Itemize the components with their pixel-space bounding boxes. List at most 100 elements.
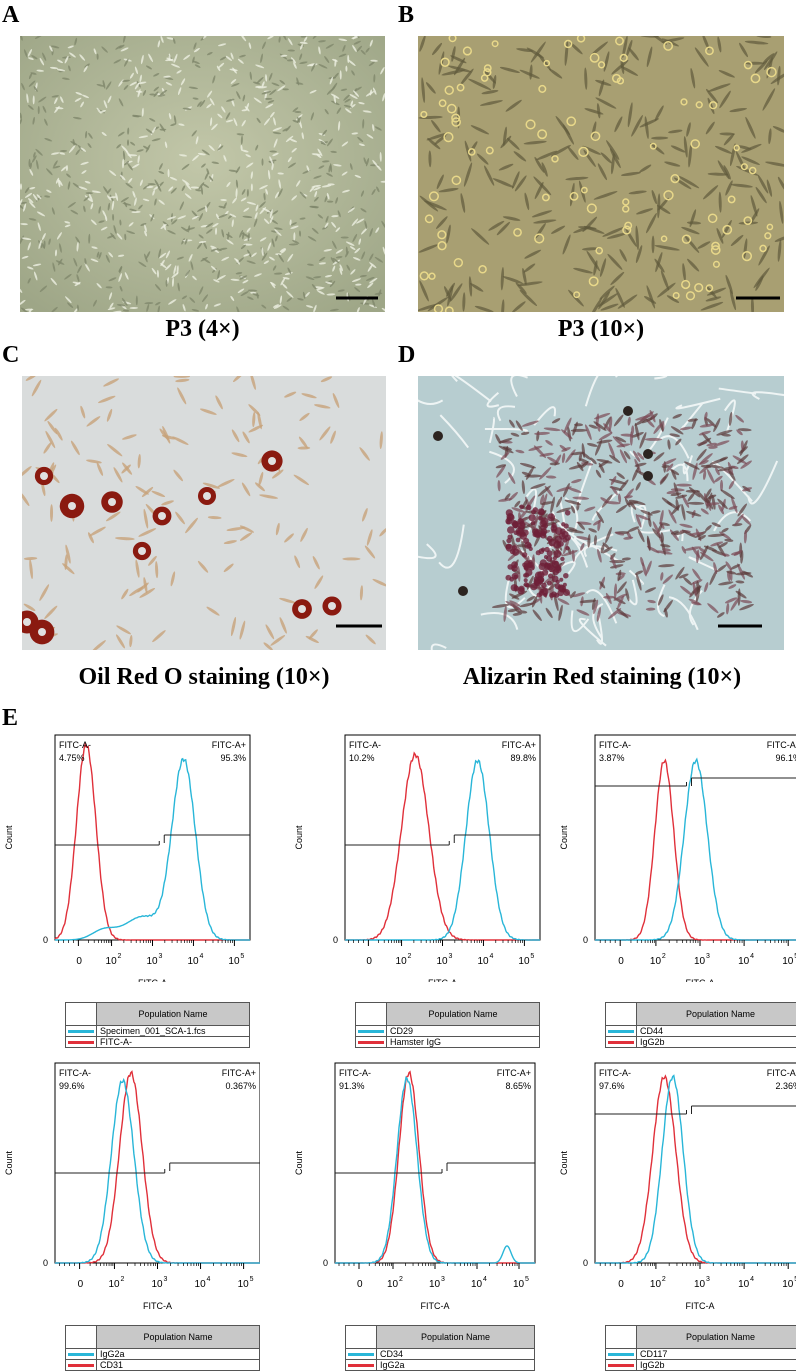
gate-negative-percent: 91.3% <box>339 1081 365 1091</box>
gate-positive-label: FITC-A+ <box>502 740 536 750</box>
gate-negative-label: FITC-A- <box>349 740 381 750</box>
x-tick-exponent: 4 <box>207 1276 211 1283</box>
x-tick-exponent: 3 <box>164 1276 168 1283</box>
caption-b: P3 (10×) <box>418 316 784 343</box>
x-tick-exponent: 3 <box>449 953 453 960</box>
legend-header: Population Name <box>97 1326 260 1349</box>
gate-negative-label: FITC-A- <box>339 1068 371 1078</box>
panel-label-a: A <box>2 2 19 29</box>
micrograph-p3-10x <box>418 36 784 312</box>
gate-negative-percent: 97.6% <box>599 1081 625 1091</box>
y-axis-label: Count <box>4 825 14 850</box>
y-axis-zero: 0 <box>43 935 48 945</box>
legend-sample-name: CD44 <box>637 1026 796 1037</box>
x-tick-label: 10 <box>106 956 118 967</box>
y-axis-zero: 0 <box>323 1258 328 1268</box>
x-tick-label: 0 <box>366 956 372 967</box>
gate-positive-percent: 8.65% <box>505 1081 531 1091</box>
x-axis-label: FITC-A <box>143 1301 172 1310</box>
gate-positive-label: FITC-A+ <box>222 1068 256 1078</box>
x-tick-label: 10 <box>782 956 794 967</box>
y-axis-label: Count <box>4 1151 14 1176</box>
x-tick-exponent: 2 <box>662 953 666 960</box>
legend-sample-name: CD34 <box>377 1349 535 1360</box>
legend-sample-name: IgG2a <box>97 1349 260 1360</box>
x-tick-label: 10 <box>429 1279 441 1290</box>
legend-header: Population Name <box>637 1326 796 1349</box>
caption-a: P3 (4×) <box>20 316 385 343</box>
legend-header: Population Name <box>97 1003 250 1026</box>
x-tick-label: 10 <box>238 1279 250 1290</box>
legend-header: Population Name <box>377 1326 535 1349</box>
legend-control-name: IgG2b <box>637 1360 796 1371</box>
gate-negative-label: FITC-A- <box>599 1068 631 1078</box>
x-tick-label: 10 <box>694 956 706 967</box>
legend-header: Population Name <box>637 1003 796 1026</box>
panel-label-d: D <box>398 342 415 369</box>
x-tick-label: 10 <box>477 956 489 967</box>
x-tick-exponent: 2 <box>662 1276 666 1283</box>
plot-frame <box>595 1063 796 1263</box>
x-tick-exponent: 4 <box>750 1276 754 1283</box>
x-tick-label: 0 <box>618 1279 624 1290</box>
x-tick-label: 10 <box>694 1279 706 1290</box>
x-tick-label: 10 <box>147 956 159 967</box>
plot-frame <box>55 735 250 940</box>
x-tick-exponent: 2 <box>408 953 412 960</box>
gate-negative-label: FITC-A- <box>59 740 91 750</box>
y-axis-label: Count <box>559 1151 569 1176</box>
x-tick-label: 10 <box>782 1279 794 1290</box>
y-axis-zero: 0 <box>583 935 588 945</box>
x-tick-exponent: 3 <box>159 953 163 960</box>
caption-d: Alizarin Red staining (10×) <box>412 664 792 691</box>
x-tick-exponent: 3 <box>441 1276 445 1283</box>
micrograph-oil-red-o <box>22 376 386 650</box>
legend-control-name: CD31 <box>97 1360 260 1371</box>
gate-positive-percent: 95.3% <box>220 753 246 763</box>
legend-control-name: IgG2a <box>377 1360 535 1371</box>
x-tick-exponent: 2 <box>399 1276 403 1283</box>
x-axis-label: FITC-A <box>138 978 167 982</box>
gate-positive-label: FITC-A+ <box>212 740 246 750</box>
x-tick-exponent: 3 <box>706 953 710 960</box>
y-axis-zero: 0 <box>43 1258 48 1268</box>
micrograph-alizarin-red <box>418 376 784 650</box>
plot-frame <box>595 735 796 940</box>
gate-positive-percent: 96.1% <box>775 753 796 763</box>
x-tick-exponent: 4 <box>483 1276 487 1283</box>
panel-label-c: C <box>2 342 19 369</box>
gate-negative-percent: 10.2% <box>349 753 375 763</box>
x-tick-exponent: 4 <box>489 953 493 960</box>
gate-negative-label: FITC-A- <box>599 740 631 750</box>
flow-histogram-6: FITC-A-97.6%FITC-A+2.36%Count00102103104… <box>555 1040 796 1315</box>
flow-histogram-3: FITC-A-3.87%FITC-A+96.1%Count00102103104… <box>555 712 796 987</box>
x-tick-label: 10 <box>513 1279 525 1290</box>
legend-sample-name: Specimen_001_SCA-1.fcs <box>97 1026 250 1037</box>
x-tick-label: 10 <box>650 1279 662 1290</box>
x-tick-label: 0 <box>76 956 82 967</box>
gate-positive-label: FITC-A+ <box>767 740 796 750</box>
x-tick-label: 10 <box>437 956 449 967</box>
x-tick-label: 10 <box>471 1279 483 1290</box>
gate-negative-percent: 4.75% <box>59 753 85 763</box>
x-tick-exponent: 4 <box>199 953 203 960</box>
gate-positive-label: FITC-A+ <box>497 1068 531 1078</box>
x-tick-label: 0 <box>357 1279 363 1290</box>
y-axis-label: Count <box>559 825 569 850</box>
y-axis-zero: 0 <box>583 1258 588 1268</box>
x-axis-label: FITC-A <box>686 1301 715 1310</box>
panel-label-b: B <box>398 2 414 29</box>
x-tick-label: 10 <box>518 956 530 967</box>
caption-c: Oil Red O staining (10×) <box>22 664 386 691</box>
plot-frame <box>345 735 540 940</box>
x-tick-exponent: 5 <box>525 1276 529 1283</box>
x-tick-label: 10 <box>108 1279 120 1290</box>
gate-positive-label: FITC-A+ <box>767 1068 796 1078</box>
legend-header: Population Name <box>387 1003 540 1026</box>
